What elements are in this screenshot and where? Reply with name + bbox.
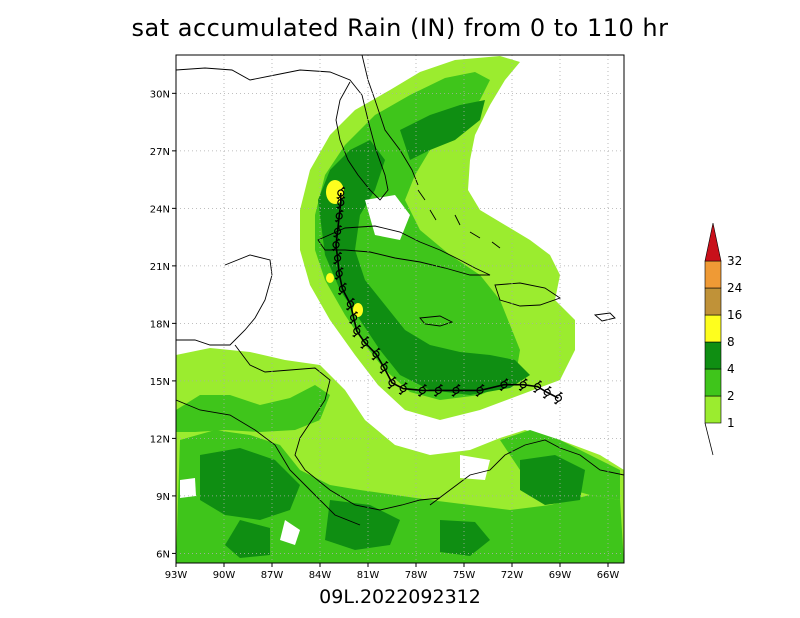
lat-tick-label: 12N [150, 434, 170, 445]
hurricane-symbol-icon [352, 324, 362, 338]
map-axes: 93W 90W 87W 84W 81W 78W 75W 72W 69W 66W 6N 9N 12N 15N… [150, 89, 620, 581]
map-title: sat accumulated Rain (IN) from 0 to 110 … [131, 14, 669, 42]
gulf-coast [176, 67, 363, 96]
colorbar-swatch [704, 314, 722, 343]
colorbar-label: 8 [727, 335, 735, 349]
lon-tick-label: 90W [213, 570, 236, 581]
hurricane-symbol-icon [398, 382, 408, 395]
lon-tick-label: 84W [309, 570, 332, 581]
colorbar-label: 32 [727, 254, 742, 268]
colorbar-swatch [704, 287, 722, 316]
lon-tick-label: 78W [405, 570, 428, 581]
hurricane-symbol-icon [334, 267, 344, 280]
hurricane-symbol-icon [518, 378, 528, 392]
lon-tick-label: 81W [357, 570, 380, 581]
colorbar-label: 16 [727, 308, 742, 322]
hurricane-symbol-icon [379, 361, 389, 374]
hurricane-symbol-icon [338, 282, 347, 296]
lon-tick-label: 87W [261, 570, 284, 581]
hispaniola [494, 282, 562, 307]
hurricane-symbol-icon [434, 384, 443, 397]
lat-tick-label: 30N [150, 89, 170, 100]
hurricane-symbol-icon [451, 384, 461, 397]
hurricane-symbol-icon [333, 251, 342, 265]
storm-track [331, 186, 563, 405]
grid-lines [176, 55, 624, 563]
hurricane-symbol-icon [336, 186, 346, 200]
track-line [335, 193, 559, 399]
hurricane-symbol-icon [334, 209, 344, 223]
hurricane-symbol-icon [418, 384, 427, 397]
florida-peninsula [335, 81, 389, 201]
lat-tick-label: 24N [150, 204, 170, 215]
lon-tick-label: 75W [453, 570, 476, 581]
colorbar-swatch [704, 395, 722, 424]
lat-tick-label: 21N [150, 262, 170, 273]
lon-tick-label: 72W [501, 570, 524, 581]
hurricane-symbol-icon [331, 238, 341, 252]
cuba [317, 225, 491, 276]
colorbar-label: 24 [727, 281, 742, 295]
pacific-coast [176, 399, 361, 526]
south-america-coast [429, 439, 624, 506]
colorbar-max-triangle [704, 222, 722, 262]
hurricane-symbol-icon [336, 196, 346, 210]
lat-tick-label: 9N [156, 492, 170, 503]
colorbar-swatch [704, 260, 722, 289]
rain-level-4-shading [200, 100, 585, 558]
hurricane-symbol-icon [333, 224, 342, 238]
hurricane-symbol-icon [533, 380, 542, 394]
hurricane-symbol-icon [499, 378, 509, 392]
storm-id-label: 09L.2022092312 [319, 586, 481, 608]
puerto-rico [593, 312, 616, 322]
rainfall-field [176, 56, 624, 563]
hurricane-symbol-icon [371, 347, 381, 361]
plot-frame [175, 54, 625, 564]
yucatan-coast [176, 254, 273, 346]
hurricane-symbol-icon [349, 311, 358, 325]
lat-tick-label: 6N [156, 549, 170, 560]
colorbar-label: 2 [727, 389, 735, 403]
hurricane-symbol-icon [542, 385, 552, 399]
lat-tick-label: 18N [150, 319, 170, 330]
hurricane-symbol-icon [475, 384, 485, 397]
colorbar-swatch [704, 368, 722, 397]
colorbar-swatch [704, 341, 722, 370]
hurricane-symbol-icon [346, 297, 355, 311]
lon-tick-label: 69W [549, 570, 572, 581]
colorbar-min-tail [704, 422, 714, 456]
lon-tick-label: 93W [165, 570, 188, 581]
colorbar-label: 4 [727, 362, 735, 376]
dry-patches [180, 195, 490, 545]
hurricane-symbol-icon [360, 336, 370, 349]
lat-tick-label: 15N [150, 377, 170, 388]
bahamas [417, 189, 501, 249]
lon-tick-label: 66W [597, 570, 620, 581]
hurricane-symbol-icon [387, 376, 397, 390]
colorbar-label: 1 [727, 416, 735, 430]
lat-tick-label: 27N [150, 147, 170, 158]
hurricane-symbol-icon [554, 391, 563, 405]
